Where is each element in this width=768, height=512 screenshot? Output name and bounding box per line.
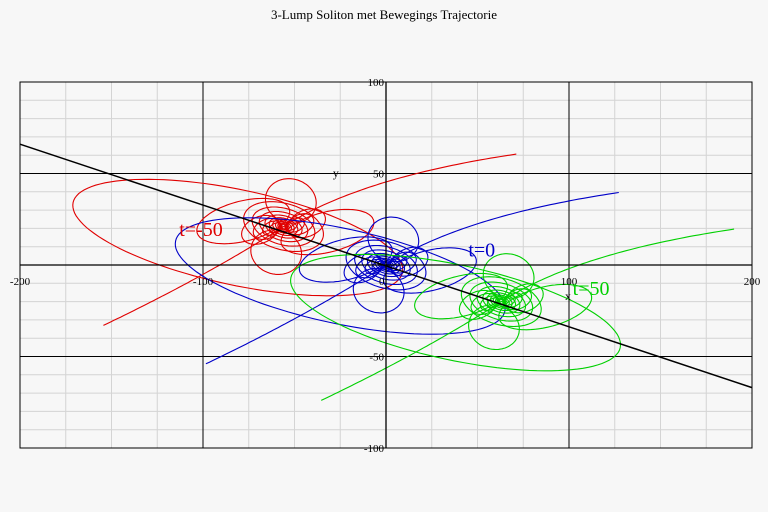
x-tick-label: -100	[193, 276, 214, 288]
x-tick-label: 100	[561, 276, 578, 288]
lump-outer-loop	[72, 178, 404, 297]
axes	[19, 81, 753, 449]
lump-inner-contour	[243, 201, 324, 252]
lump-inner-contour	[486, 297, 501, 309]
x-tick-label: 0	[379, 276, 385, 288]
lump-lobe	[382, 247, 477, 294]
y-axis-label: y	[333, 166, 339, 180]
lump-tail-curve	[103, 153, 517, 326]
lump-inner-contour	[460, 276, 542, 328]
y-tick-label: -50	[369, 352, 384, 364]
x-tick-label: -200	[10, 276, 31, 288]
y-tick-label: 100	[368, 77, 385, 89]
lump-lobe	[498, 283, 593, 331]
y-tick-label: 50	[373, 169, 385, 181]
lump-tail-curve	[320, 228, 735, 401]
tick-labels: -200 -100 0 100 200 100 50 -50 -100	[10, 77, 761, 455]
lump-annotation: t=0	[468, 239, 495, 261]
lump-outer-loop	[174, 217, 506, 335]
lump-inner-contour	[371, 260, 386, 272]
x-axis-label: x	[565, 289, 571, 303]
lump-lobe	[280, 208, 375, 256]
lump-annotation: t=-50	[179, 219, 223, 241]
lump-inner-contour	[482, 289, 521, 314]
lump-outer-loop	[290, 253, 622, 372]
lump-inner-contour	[469, 281, 534, 322]
lump-inner-contour	[269, 222, 283, 234]
chart-title: 3-Lump Soliton met Bewegings Trajectorie	[271, 7, 497, 22]
lump-inner-contour	[345, 239, 427, 291]
lump-annotation: t=50	[573, 278, 610, 300]
y-tick-label: -100	[364, 443, 385, 455]
x-tick-label: 200	[744, 276, 761, 288]
annotations: t=-50 t=0 t=50	[179, 219, 609, 300]
lump-inner-contour	[476, 285, 527, 318]
